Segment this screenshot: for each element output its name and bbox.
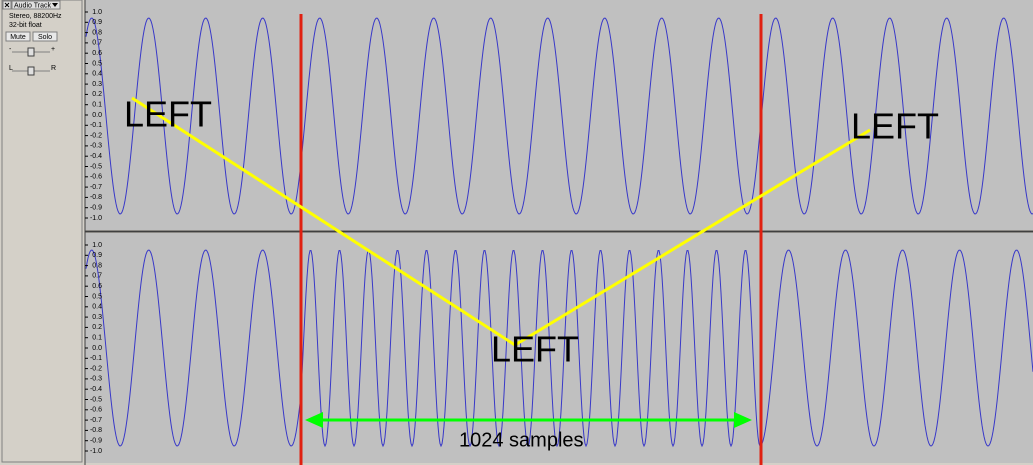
solo-button[interactable] bbox=[32, 31, 58, 42]
channel-right bbox=[85, 233, 1033, 463]
channel-left bbox=[85, 0, 1033, 230]
mute-button[interactable] bbox=[5, 31, 31, 42]
ruler-label: 0.4 bbox=[92, 304, 102, 311]
waveform bbox=[85, 17, 1033, 215]
ruler-label: -0.6 bbox=[90, 174, 102, 181]
annotation: LEFT bbox=[124, 94, 212, 135]
ruler-label: -0.7 bbox=[90, 184, 102, 191]
gain-plus: + bbox=[51, 46, 55, 53]
ruler-label: 0.6 bbox=[92, 50, 102, 57]
pan-slider-thumb[interactable] bbox=[27, 66, 35, 76]
ruler-label: 0.7 bbox=[92, 273, 102, 280]
track-menu[interactable] bbox=[11, 0, 61, 10]
solo-label: Solo bbox=[38, 34, 52, 41]
ruler-label: -0.5 bbox=[90, 396, 102, 403]
ruler-label: 0.2 bbox=[92, 91, 102, 98]
ruler-label: 0.7 bbox=[92, 40, 102, 47]
ruler-label: -0.3 bbox=[90, 376, 102, 383]
track-info: Stereo, 88200Hz bbox=[9, 13, 62, 20]
ruler-label: -0.3 bbox=[90, 143, 102, 150]
track-name: Audio Track bbox=[14, 2, 51, 9]
ruler-label: 0.9 bbox=[92, 19, 102, 26]
gain-slider-thumb[interactable] bbox=[27, 47, 35, 57]
ruler-label: 0.5 bbox=[92, 60, 102, 67]
ruler-label: -0.8 bbox=[90, 427, 102, 434]
mute-label: Mute bbox=[10, 34, 26, 41]
ruler-label: -0.1 bbox=[90, 122, 102, 129]
close-icon bbox=[4, 2, 10, 8]
ruler-label: 0.9 bbox=[92, 252, 102, 259]
vertical-rulers: 1.0 0.9 0.8 0.7 0.6 0.5 0.4 0.3 0.2 0.1 0.0 -0.1 -0.… bbox=[85, 9, 102, 455]
ruler-label: 0.1 bbox=[92, 102, 102, 109]
pointer-line bbox=[131, 96, 516, 347]
ruler-label: 0.6 bbox=[92, 283, 102, 290]
ruler-label: 0.4 bbox=[92, 71, 102, 78]
ruler-label: -0.8 bbox=[90, 194, 102, 201]
ruler-label: -0.4 bbox=[90, 386, 102, 393]
dropdown-arrow bbox=[52, 3, 58, 7]
ruler-label: 1.0 bbox=[92, 242, 102, 249]
waveforms bbox=[85, 17, 1033, 448]
ruler-label: -0.5 bbox=[90, 163, 102, 170]
ruler-label: 0.3 bbox=[92, 314, 102, 321]
span-label: 1024 samples bbox=[459, 429, 584, 451]
ruler-label: 0.0 bbox=[92, 345, 102, 352]
pointer-line bbox=[514, 128, 871, 347]
ruler-label: 0.3 bbox=[92, 81, 102, 88]
ruler-label: 0.8 bbox=[92, 29, 102, 36]
ruler-label: -0.1 bbox=[90, 355, 102, 362]
annotation: LEFT bbox=[491, 329, 579, 370]
ruler-label: -0.7 bbox=[90, 417, 102, 424]
ruler-label: -0.6 bbox=[90, 407, 102, 414]
ruler-label: 0.2 bbox=[92, 324, 102, 331]
ruler-label: -0.2 bbox=[90, 132, 102, 139]
ruler-label: -0.9 bbox=[90, 438, 102, 445]
ruler-label: 0.5 bbox=[92, 293, 102, 300]
ruler-label: -1.0 bbox=[90, 448, 102, 455]
ruler-label: -0.2 bbox=[90, 365, 102, 372]
ruler-label: 0.8 bbox=[92, 262, 102, 269]
pan-left: L bbox=[9, 65, 13, 72]
waveform bbox=[85, 249, 1033, 448]
ruler-label: 1.0 bbox=[92, 9, 102, 16]
track-panel-border bbox=[1, 0, 83, 463]
annotation: LEFT bbox=[851, 106, 939, 147]
ruler-label: -1.0 bbox=[90, 215, 102, 222]
ruler-label: -0.9 bbox=[90, 205, 102, 212]
pan-right: R bbox=[51, 65, 56, 72]
track-info: 32-bit float bbox=[9, 22, 42, 29]
ruler-label: -0.4 bbox=[90, 153, 102, 160]
ruler-label: 0.0 bbox=[92, 112, 102, 119]
gain-minus: - bbox=[9, 46, 12, 53]
ruler-label: 0.1 bbox=[92, 335, 102, 342]
